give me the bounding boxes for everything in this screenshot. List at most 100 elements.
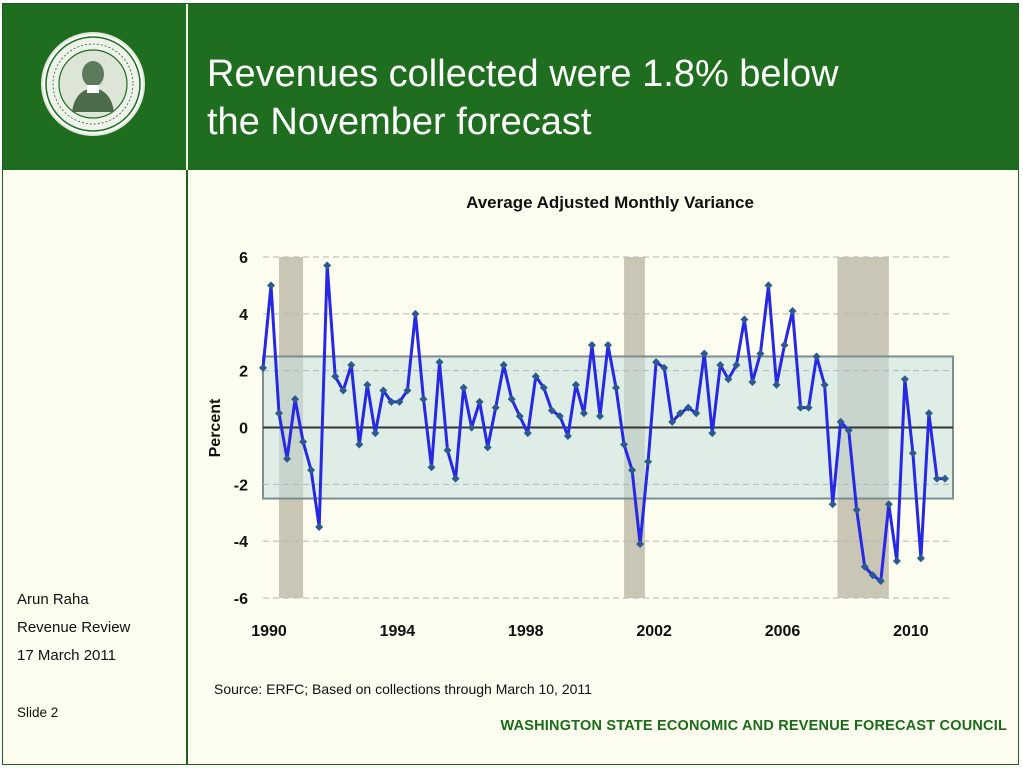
data-point [684,403,693,412]
y-tick-label: -4 [234,534,248,551]
data-point [451,474,460,483]
data-point [275,409,284,418]
slide-title: Revenues collected were 1.8% below the N… [207,50,997,146]
data-point [419,395,428,404]
data-point [756,349,765,358]
data-point [676,409,685,418]
data-point [443,446,452,455]
series-line [261,264,945,583]
data-point [852,505,861,514]
data-point [595,412,604,421]
chart-title: Average Adjusted Monthly Variance [466,193,754,212]
data-point [876,576,885,585]
data-point [387,397,396,406]
source-note: Source: ERFC; Based on collections throu… [214,681,592,697]
x-tick-label: 2002 [636,623,672,640]
x-tick-label: 2010 [893,623,929,640]
data-point [692,409,701,418]
y-axis-label: Percent [207,398,224,457]
data-point [908,449,917,458]
data-point [427,463,436,472]
data-point [371,429,380,438]
data-point [812,352,821,361]
logo-box [3,4,188,170]
data-point [940,474,949,483]
data-point [884,500,893,509]
data-point [563,432,572,441]
data-point [331,372,340,381]
y-tick-label: -6 [234,591,248,608]
y-tick-label: 6 [239,250,248,267]
data-point [259,363,267,372]
y-tick-label: 2 [239,364,248,381]
data-point [571,380,580,389]
data-point [411,309,420,318]
data-point [547,406,556,415]
data-point [716,360,725,369]
data-point [612,383,621,392]
data-point [315,522,324,531]
data-point [347,360,356,369]
data-point [900,375,909,384]
y-tick-label: -2 [234,477,248,494]
data-point [587,341,596,350]
data-point [764,281,773,290]
data-point [339,386,348,395]
data-point [620,440,629,449]
data-point [836,417,845,426]
data-point [780,341,789,350]
x-tick-label: 1998 [508,623,544,640]
data-point [323,261,332,270]
data-point [844,426,853,435]
data-point [579,409,588,418]
data-point [732,360,741,369]
data-point [403,386,412,395]
slide-header: Revenues collected were 1.8% below the N… [3,4,1018,170]
data-point [700,349,709,358]
data-point [515,412,524,421]
data-point [539,383,548,392]
sidebar: Arun Raha Revenue Review 17 March 2011 S… [3,170,188,764]
y-tick-label: 0 [239,421,248,438]
data-point [491,403,500,412]
data-point [660,363,669,372]
data-point [772,380,781,389]
data-point [355,440,364,449]
slide-title-line-2: the November forecast [207,101,592,143]
grid-lines [263,256,953,599]
data-point [828,500,837,509]
washington-state-seal-icon [41,32,145,136]
data-point [459,383,468,392]
data-point [924,409,933,418]
data-point [267,281,276,290]
data-point [499,360,508,369]
data-point [507,395,516,404]
event-name: Revenue Review [17,619,131,636]
data-point [788,306,797,315]
x-tick-label: 1994 [380,623,416,640]
x-tick-label: 2006 [765,623,801,640]
data-point [299,437,308,446]
data-point [724,375,733,384]
data-point [291,395,300,404]
data-point [740,315,749,324]
data-point [283,454,292,463]
data-point [820,380,829,389]
event-date: 17 March 2011 [17,647,116,664]
data-point [435,358,444,367]
data-point [636,540,645,549]
data-point [652,358,661,367]
data-point [708,429,717,438]
data-point [363,380,372,389]
data-point [467,423,476,432]
series-variance [259,261,949,585]
data-point [644,457,653,466]
presenter-name: Arun Raha [17,591,89,608]
data-point [604,341,612,350]
data-point [868,571,877,580]
data-point [748,378,757,387]
organization-footer: WASHINGTON STATE ECONOMIC AND REVENUE FO… [500,718,1007,734]
slide-title-line-1: Revenues collected were 1.8% below [207,53,839,95]
data-point [307,466,316,475]
